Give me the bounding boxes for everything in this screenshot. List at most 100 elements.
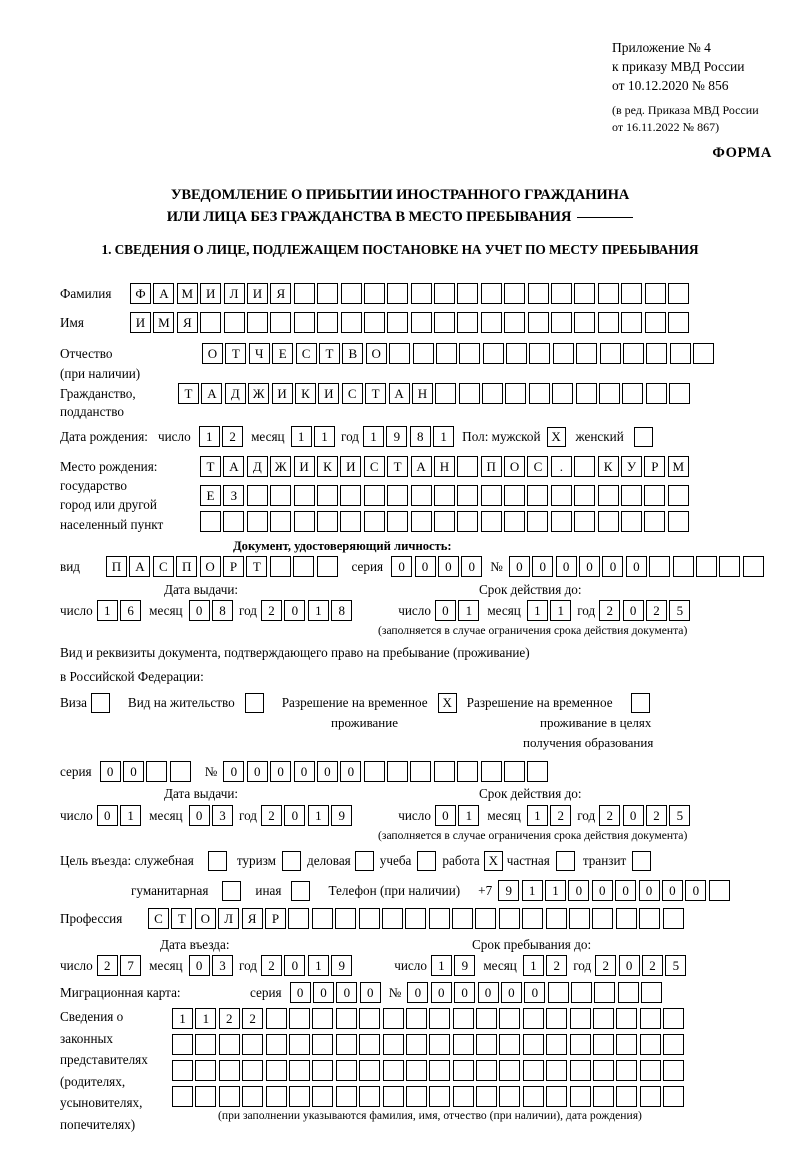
char-cell[interactable]: 5 <box>669 805 691 826</box>
char-cell[interactable]: А <box>223 456 245 477</box>
char-cell[interactable] <box>358 908 380 929</box>
char-cell[interactable] <box>195 1086 217 1107</box>
char-cell[interactable]: 0 <box>407 982 429 1003</box>
char-cell[interactable] <box>569 1034 591 1055</box>
char-cell[interactable]: С <box>148 908 169 929</box>
char-cell[interactable] <box>499 1060 521 1081</box>
char-cell[interactable] <box>316 485 338 506</box>
char-cell[interactable]: 0 <box>340 761 362 782</box>
char-cell[interactable] <box>340 283 362 304</box>
char-cell[interactable] <box>223 312 245 333</box>
char-cell[interactable]: 0 <box>188 805 210 826</box>
char-cell[interactable] <box>312 1086 334 1107</box>
char-cell[interactable] <box>482 383 504 404</box>
char-cell[interactable] <box>527 283 549 304</box>
char-cell[interactable]: 0 <box>188 600 210 621</box>
char-cell[interactable] <box>457 456 479 477</box>
purpose-study-checkbox[interactable] <box>417 851 437 871</box>
char-cell[interactable]: С <box>341 383 363 404</box>
char-cell[interactable] <box>545 908 567 929</box>
char-cell[interactable] <box>316 511 338 532</box>
char-cell[interactable]: 0 <box>316 761 338 782</box>
char-cell[interactable] <box>593 1034 615 1055</box>
char-cell[interactable] <box>359 1034 381 1055</box>
char-cell[interactable]: 1 <box>550 600 572 621</box>
char-cell[interactable] <box>288 1034 310 1055</box>
legal-rep-input-3[interactable] <box>172 1060 685 1081</box>
char-cell[interactable] <box>499 1086 521 1107</box>
char-cell[interactable]: 0 <box>188 955 210 976</box>
char-cell[interactable] <box>457 312 479 333</box>
char-cell[interactable]: А <box>410 456 432 477</box>
char-cell[interactable] <box>593 1086 615 1107</box>
char-cell[interactable] <box>169 761 191 782</box>
char-cell[interactable] <box>410 761 432 782</box>
char-cell[interactable]: 1 <box>458 600 480 621</box>
char-cell[interactable]: П <box>176 556 198 577</box>
char-cell[interactable] <box>412 343 434 364</box>
char-cell[interactable] <box>270 511 292 532</box>
char-cell[interactable]: 2 <box>261 955 283 976</box>
char-cell[interactable] <box>293 511 315 532</box>
char-cell[interactable] <box>667 511 689 532</box>
char-cell[interactable] <box>527 485 549 506</box>
char-cell[interactable]: 9 <box>331 805 353 826</box>
char-cell[interactable] <box>669 383 691 404</box>
char-cell[interactable] <box>621 485 643 506</box>
char-cell[interactable] <box>663 1008 685 1029</box>
char-cell[interactable]: 1 <box>307 805 329 826</box>
char-cell[interactable] <box>405 1060 427 1081</box>
residence-permit-checkbox[interactable] <box>244 693 264 713</box>
char-cell[interactable] <box>387 312 409 333</box>
char-cell[interactable]: . <box>550 456 572 477</box>
char-cell[interactable] <box>547 982 569 1003</box>
char-cell[interactable] <box>480 312 502 333</box>
char-cell[interactable]: А <box>129 556 151 577</box>
char-cell[interactable]: 5 <box>665 955 687 976</box>
char-cell[interactable] <box>265 1034 287 1055</box>
char-cell[interactable] <box>316 556 338 577</box>
char-cell[interactable] <box>172 1034 193 1055</box>
char-cell[interactable] <box>662 908 684 929</box>
char-cell[interactable] <box>335 1060 357 1081</box>
char-cell[interactable] <box>429 1008 451 1029</box>
char-cell[interactable] <box>452 1086 474 1107</box>
char-cell[interactable]: О <box>365 343 387 364</box>
char-cell[interactable] <box>476 1086 498 1107</box>
char-cell[interactable] <box>522 1086 544 1107</box>
char-cell[interactable] <box>621 312 643 333</box>
char-cell[interactable] <box>335 1086 357 1107</box>
char-cell[interactable] <box>576 343 598 364</box>
char-cell[interactable] <box>672 556 694 577</box>
char-cell[interactable]: 9 <box>454 955 476 976</box>
char-cell[interactable] <box>405 1034 427 1055</box>
char-cell[interactable] <box>527 511 549 532</box>
char-cell[interactable] <box>571 982 593 1003</box>
char-cell[interactable] <box>246 511 268 532</box>
char-cell[interactable]: Т <box>365 383 387 404</box>
char-cell[interactable]: Т <box>200 456 221 477</box>
char-cell[interactable]: И <box>271 383 293 404</box>
char-cell[interactable] <box>195 1034 217 1055</box>
char-cell[interactable] <box>522 1008 544 1029</box>
char-cell[interactable]: 0 <box>223 761 245 782</box>
char-cell[interactable] <box>293 312 315 333</box>
char-cell[interactable]: 0 <box>685 880 707 901</box>
char-cell[interactable] <box>382 1086 404 1107</box>
char-cell[interactable] <box>476 1008 498 1029</box>
char-cell[interactable]: 1 <box>526 600 548 621</box>
char-cell[interactable]: 2 <box>646 600 668 621</box>
purpose-other-checkbox[interactable] <box>291 880 311 901</box>
char-cell[interactable] <box>459 343 481 364</box>
